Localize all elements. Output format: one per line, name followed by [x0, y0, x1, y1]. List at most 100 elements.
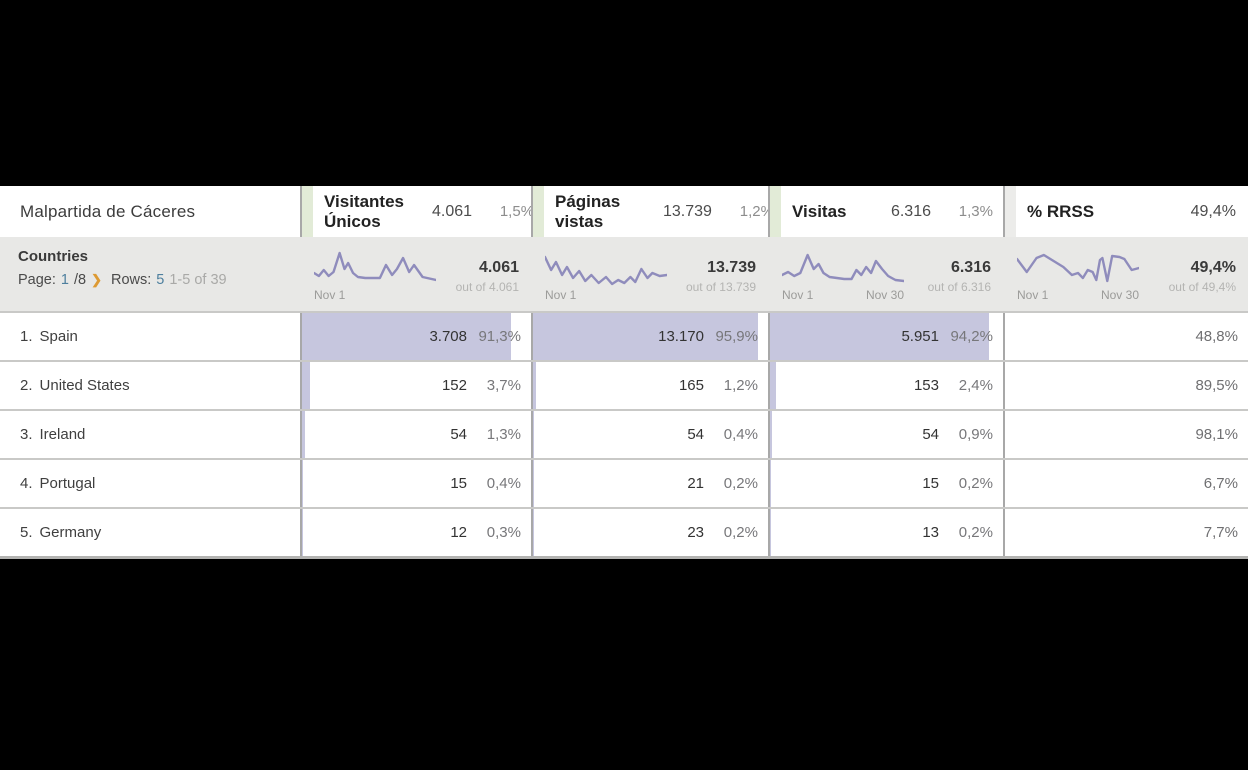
summary-out-of: out of 49,4%: [1168, 280, 1236, 294]
visitantes-cell: 54 1,3%: [300, 411, 531, 458]
cell-value: 15: [922, 475, 939, 492]
date-start: Nov 1: [545, 288, 577, 302]
visitas-cell: 5.951 94,2%: [768, 313, 1003, 360]
rows-per-page[interactable]: 5: [156, 272, 165, 288]
table-row[interactable]: 1. Spain 3.708 91,3% 13.170 95,9% 5.951 …: [0, 311, 1248, 360]
row-rank: 5.: [20, 524, 33, 541]
percent-bar: [302, 460, 303, 507]
cell-percent: 7,7%: [1203, 524, 1238, 541]
column-header-rrss[interactable]: % RRSS 49,4%: [1003, 186, 1248, 237]
cell-percent: 1,3%: [486, 426, 521, 443]
country-name: Germany: [39, 524, 102, 541]
metric-total: 4.061: [432, 202, 473, 220]
summary-visitas: Nov 1 Nov 30 6.316 out of 6.316: [768, 237, 1003, 311]
summary-out-of: out of 13.739: [685, 280, 756, 294]
dimension-cell: Countries Page: 1 /8 ❯ Rows: 5 1-5 of 39: [0, 237, 300, 311]
country-cell[interactable]: 4. Portugal: [0, 460, 300, 507]
row-rank: 2.: [20, 377, 33, 394]
summary-paginas: Nov 1 13.739 out of 13.739: [531, 237, 768, 311]
cell-percent: 0,3%: [486, 524, 521, 541]
cell-percent: 0,4%: [486, 475, 521, 492]
percent-bar: [770, 313, 990, 360]
cell-percent: 0,2%: [958, 524, 993, 541]
percent-bar: [533, 313, 759, 360]
summary-total: 6.316: [950, 259, 991, 276]
column-header-visitas[interactable]: Visitas 6.316 1,3%: [768, 186, 1003, 237]
summary-out-of: out of 6.316: [927, 280, 991, 294]
percent-bar: [770, 362, 776, 409]
cell-percent: 95,9%: [715, 328, 758, 345]
rrss-cell: 98,1%: [1003, 411, 1248, 458]
percent-bar: [302, 313, 512, 360]
dimension-name: Countries: [18, 248, 89, 265]
paginas-cell: 165 1,2%: [531, 362, 768, 409]
summary-out-of: out of 4.061: [455, 280, 519, 294]
cell-percent: 6,7%: [1203, 475, 1238, 492]
metric-label: % RRSS: [1027, 201, 1095, 221]
percent-bar: [533, 411, 534, 458]
visitas-cell: 153 2,4%: [768, 362, 1003, 409]
sparkline-visitantes: [314, 246, 436, 286]
sparkline-rrss: [1017, 246, 1139, 286]
cell-value: 23: [687, 524, 704, 541]
cell-value: 153: [913, 377, 939, 394]
table-row[interactable]: 2. United States 152 3,7% 165 1,2% 153 2…: [0, 360, 1248, 409]
visitantes-cell: 152 3,7%: [300, 362, 531, 409]
rows-label: Rows:: [110, 272, 152, 288]
page-current[interactable]: 1: [60, 272, 69, 288]
cell-value: 13.170: [658, 328, 704, 345]
page-label: Page:: [18, 272, 56, 288]
metric-label: Visitas: [792, 201, 847, 221]
report-title: Malpartida de Cáceres: [20, 201, 196, 221]
date-start: Nov 1: [1017, 288, 1049, 302]
row-rank: 1.: [20, 328, 33, 345]
metric-total: 13.739: [663, 202, 712, 220]
cell-percent: 91,3%: [478, 328, 521, 345]
cell-percent: 89,5%: [1195, 377, 1238, 394]
country-cell[interactable]: 1. Spain: [0, 313, 300, 360]
row-rank: 3.: [20, 426, 33, 443]
visitantes-cell: 3.708 91,3%: [300, 313, 531, 360]
cell-value: 13: [922, 524, 939, 541]
pagination-controls: Page: 1 /8 ❯ Rows: 5 1-5 of 39: [18, 272, 300, 288]
cell-value: 21: [687, 475, 704, 492]
rrss-cell: 48,8%: [1003, 313, 1248, 360]
table-row[interactable]: 3. Ireland 54 1,3% 54 0,4% 54 0,9% 98,1%: [0, 409, 1248, 458]
cell-percent: 0,2%: [723, 475, 758, 492]
paginas-cell: 13.170 95,9%: [531, 313, 768, 360]
page-total: /8: [73, 272, 87, 288]
visitas-cell: 13 0,2%: [768, 509, 1003, 556]
metric-accent-strip: [1005, 186, 1016, 237]
date-start: Nov 1: [314, 288, 346, 302]
cell-percent: 0,2%: [958, 475, 993, 492]
cell-value: 54: [687, 426, 704, 443]
table-row[interactable]: 5. Germany 12 0,3% 23 0,2% 13 0,2% 7,7%: [0, 507, 1248, 556]
column-header-visitantes-unicos[interactable]: Visitantes Únicos 4.061 1,5%: [300, 186, 534, 237]
date-start: Nov 1: [782, 288, 814, 302]
percent-bar: [770, 411, 773, 458]
date-end: Nov 30: [1100, 288, 1139, 302]
row-range: 1-5 of 39: [169, 272, 227, 288]
metric-accent-strip: [302, 186, 313, 237]
visitas-cell: 54 0,9%: [768, 411, 1003, 458]
paginas-cell: 23 0,2%: [531, 509, 768, 556]
cell-percent: 0,9%: [958, 426, 993, 443]
cell-value: 15: [450, 475, 467, 492]
column-header-paginas-vistas[interactable]: Páginas vistas 13.739 1,2%: [531, 186, 774, 237]
country-cell[interactable]: 2. United States: [0, 362, 300, 409]
sparkline-visitas: [782, 246, 904, 286]
country-cell[interactable]: 5. Germany: [0, 509, 300, 556]
metric-accent-strip: [533, 186, 544, 237]
cell-percent: 0,4%: [723, 426, 758, 443]
metric-label: Páginas vistas: [555, 192, 621, 231]
table-row[interactable]: 4. Portugal 15 0,4% 21 0,2% 15 0,2% 6,7%: [0, 458, 1248, 507]
cell-percent: 2,4%: [958, 377, 993, 394]
country-name: Ireland: [39, 426, 86, 443]
summary-visitantes: Nov 1 4.061 out of 4.061: [300, 237, 531, 311]
percent-bar: [302, 509, 303, 556]
summary-rrss: Nov 1 Nov 30 49,4% out of 49,4%: [1003, 237, 1248, 311]
country-cell[interactable]: 3. Ireland: [0, 411, 300, 458]
cell-percent: 98,1%: [1195, 426, 1238, 443]
metric-total: 6.316: [890, 202, 931, 220]
next-page-icon[interactable]: ❯: [91, 272, 102, 287]
